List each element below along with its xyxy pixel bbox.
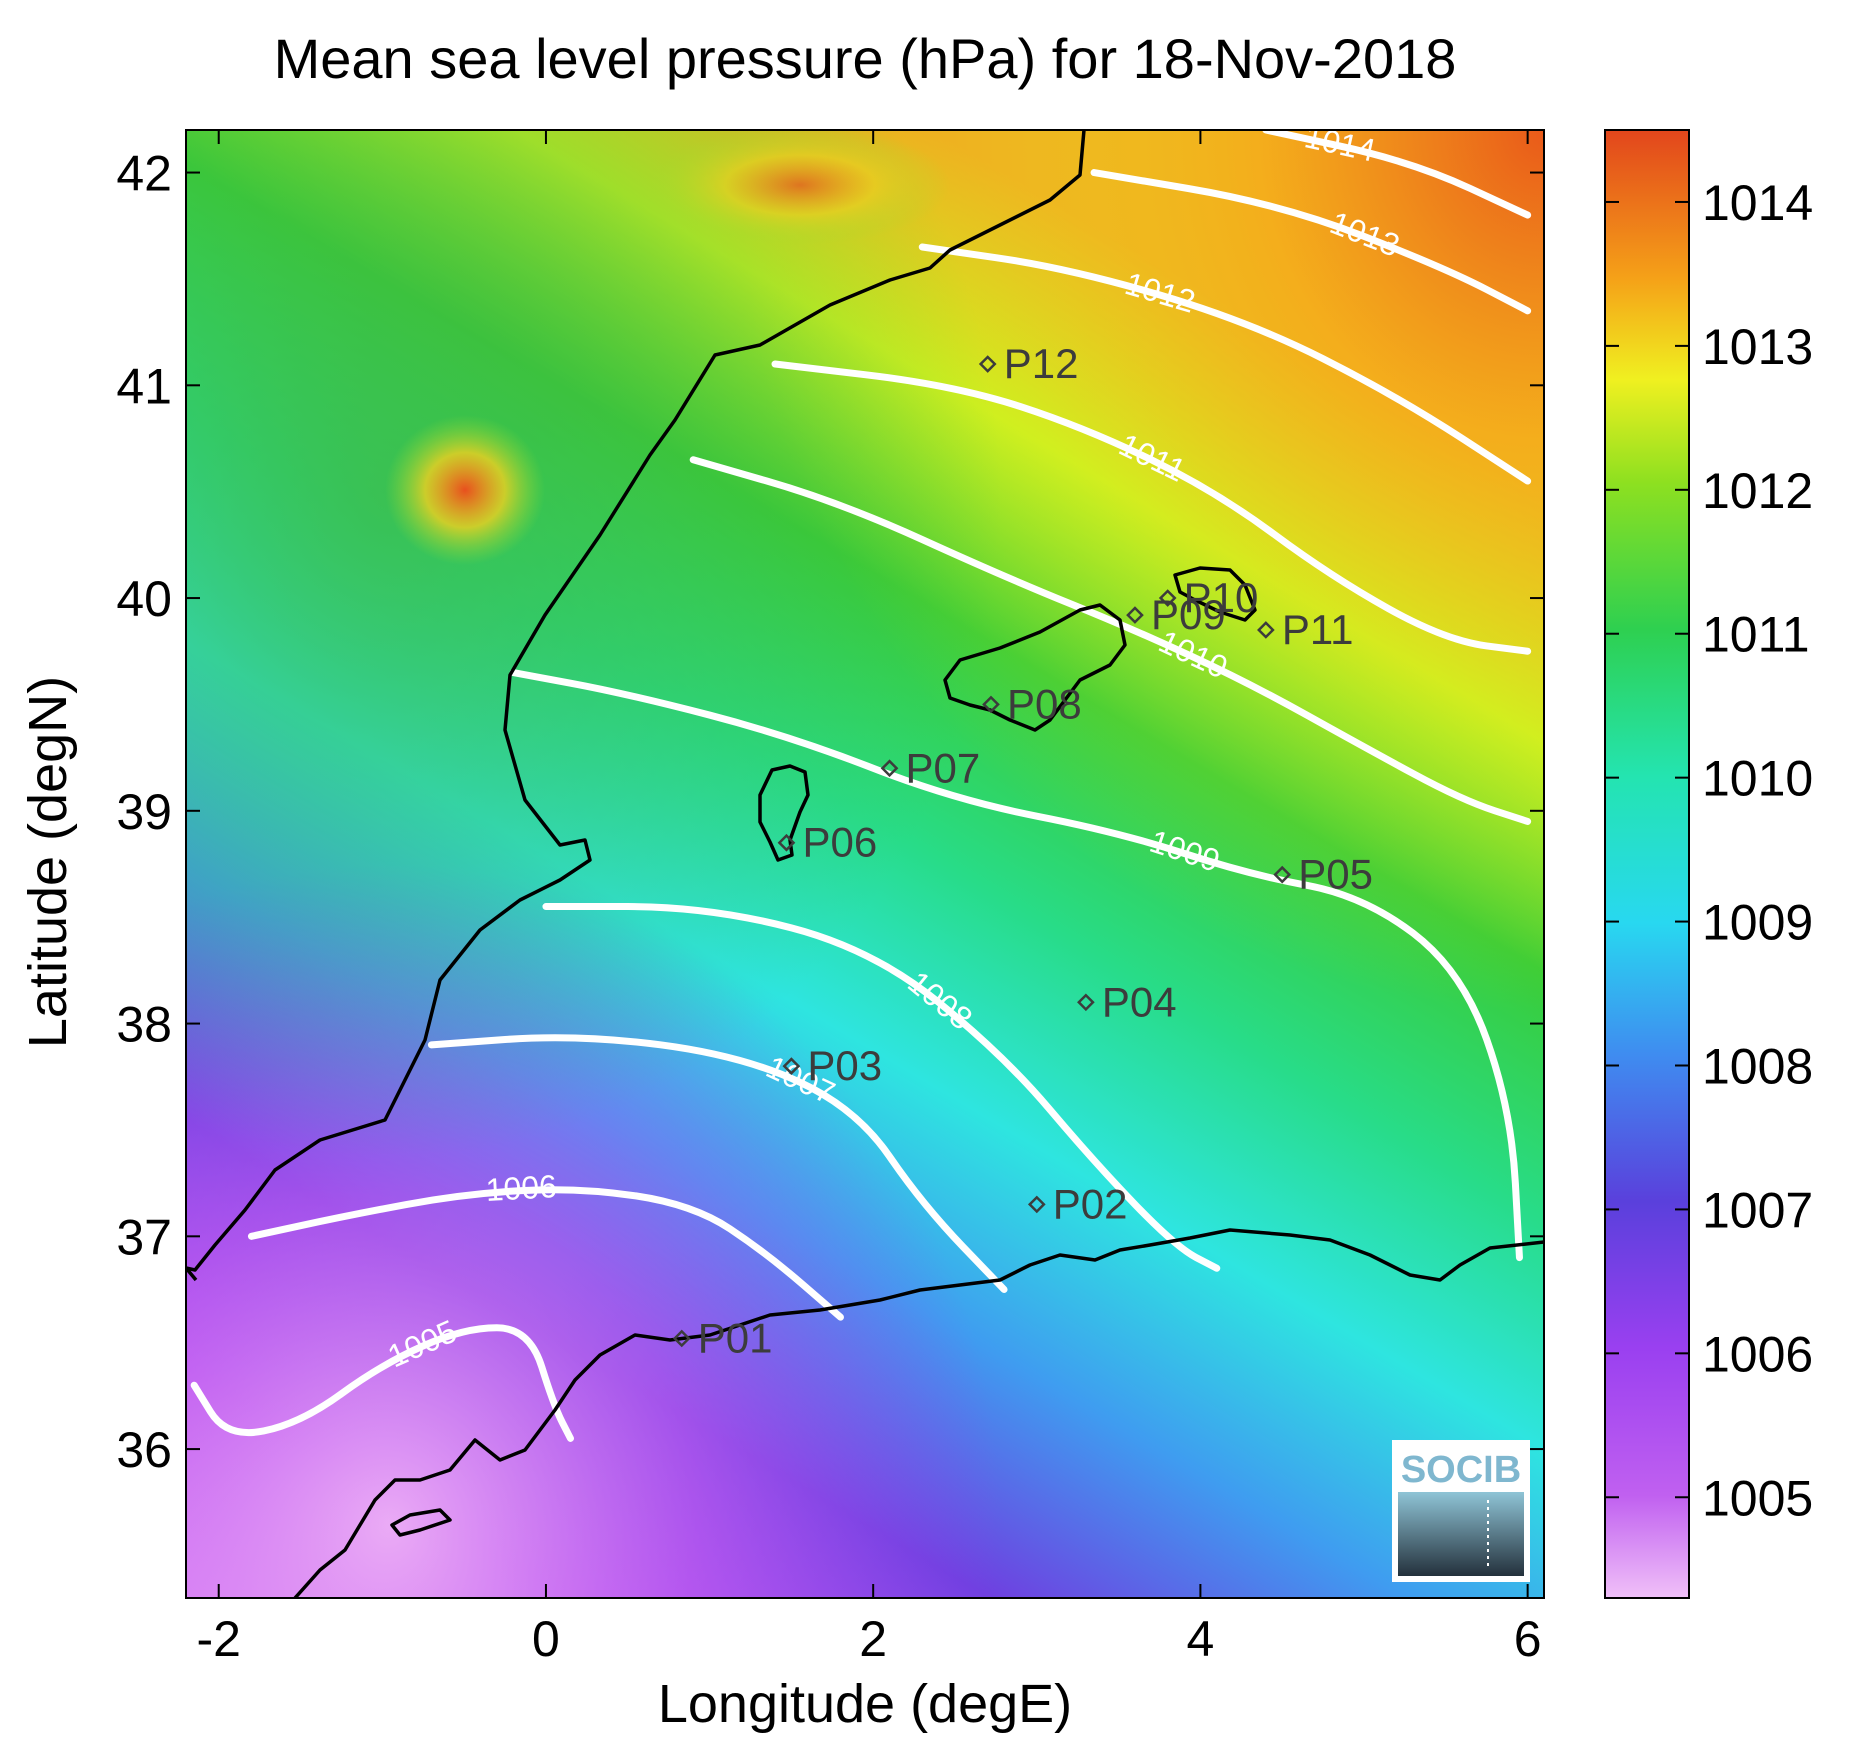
station-marker-P09 bbox=[1126, 606, 1144, 624]
station-marker-P02 bbox=[1027, 1195, 1046, 1214]
isobar-1006 bbox=[247, 1186, 844, 1321]
station-marker-P01 bbox=[672, 1329, 691, 1348]
colorbar-tick-label-1010: 1010 bbox=[1702, 751, 1813, 807]
x-tick-label--2: -2 bbox=[196, 1611, 240, 1667]
x-tick-label-4: 4 bbox=[1187, 1611, 1215, 1667]
station-marker-P03 bbox=[782, 1057, 801, 1075]
x-axis-label: Longitude (degE) bbox=[658, 1674, 1072, 1734]
socib-logo-text: SOCIB bbox=[1401, 1449, 1521, 1491]
station-label-P02: P02 bbox=[1053, 1180, 1128, 1227]
station-label-P08: P08 bbox=[1007, 680, 1082, 727]
station-label-P10: P10 bbox=[1184, 574, 1259, 621]
isobar-1010 bbox=[689, 456, 1532, 825]
coastline-north-africa bbox=[293, 1228, 1544, 1598]
y-axis-label: Latitude (degN) bbox=[18, 676, 78, 1048]
station-label-P06: P06 bbox=[802, 819, 877, 866]
y-tick-label-38: 38 bbox=[116, 997, 172, 1053]
island-ibiza bbox=[758, 764, 810, 862]
colorbar-tick-label-1009: 1009 bbox=[1702, 895, 1813, 951]
station-label-P04: P04 bbox=[1102, 978, 1177, 1025]
y-tick-label-41: 41 bbox=[116, 358, 172, 414]
isobar-1014 bbox=[1262, 130, 1532, 219]
station-marker-P04 bbox=[1077, 993, 1095, 1012]
colorbar-tick-label-1008: 1008 bbox=[1702, 1038, 1813, 1094]
y-tick-label-42: 42 bbox=[116, 146, 172, 202]
colorbar-tick-label-1006: 1006 bbox=[1702, 1326, 1813, 1382]
island-menorca bbox=[1173, 566, 1257, 622]
isobar-label-1006: 1006 bbox=[485, 1168, 558, 1208]
x-tick-label-2: 2 bbox=[859, 1611, 887, 1667]
coastline-iberia-tail bbox=[186, 1266, 198, 1282]
x-tick-label-0: 0 bbox=[532, 1611, 560, 1667]
colorbar-tick-label-1012: 1012 bbox=[1702, 463, 1813, 519]
colorbar: 1005 1006 1007 1008 1009 1010 1011 1012 1013 1014 bbox=[1604, 129, 1813, 1599]
socib-logo: SOCIB bbox=[1392, 1440, 1530, 1582]
map-area: 1005100610071008100910101011101210131014… bbox=[186, 130, 1544, 1598]
y-tick-label-37: 37 bbox=[116, 1209, 172, 1265]
station-marker-P11 bbox=[1257, 621, 1275, 639]
isobar-1013 bbox=[1090, 169, 1532, 315]
y-tick-label-39: 39 bbox=[116, 784, 172, 840]
x-tick-label-6: 6 bbox=[1514, 1611, 1542, 1667]
island-mallorca bbox=[943, 603, 1127, 732]
isobar-1009 bbox=[509, 669, 1523, 1262]
station-marker-P06 bbox=[777, 833, 796, 852]
station-marker-P10 bbox=[1158, 589, 1177, 607]
island-alboran bbox=[390, 1508, 452, 1537]
colorbar-tick-label-1011: 1011 bbox=[1702, 607, 1810, 663]
isobar-1011 bbox=[771, 360, 1532, 655]
station-label-P11: P11 bbox=[1282, 606, 1354, 653]
coastline-iberia bbox=[186, 130, 1086, 1272]
y-axis: 36 37 38 39 40 41 42 bbox=[116, 146, 1544, 1478]
y-tick-label-36: 36 bbox=[116, 1422, 172, 1478]
colorbar-tick-label-1005: 1005 bbox=[1702, 1470, 1813, 1526]
station-marker-P05 bbox=[1273, 865, 1292, 884]
colorbar-gradient bbox=[1604, 129, 1690, 1599]
inland-high-spot-north bbox=[650, 130, 950, 245]
inland-high-spot bbox=[385, 415, 545, 565]
coastline-layer bbox=[186, 130, 1544, 1598]
chart-title: Mean sea level pressure (hPa) for 18-Nov… bbox=[274, 27, 1457, 90]
station-label-P01: P01 bbox=[698, 1314, 773, 1361]
colorbar-tick-label-1013: 1013 bbox=[1702, 319, 1813, 375]
colorbar-tick-label-1007: 1007 bbox=[1702, 1182, 1813, 1238]
station-label-P05: P05 bbox=[1298, 851, 1373, 898]
y-tick-label-40: 40 bbox=[116, 571, 172, 627]
station-marker-P12 bbox=[978, 355, 997, 373]
x-axis: -2 0 2 4 6 bbox=[196, 130, 1542, 1667]
station-label-P12: P12 bbox=[1004, 340, 1079, 387]
isobar-1008 bbox=[542, 903, 1221, 1272]
isobar-1007 bbox=[427, 1034, 1008, 1294]
station-label-P03: P03 bbox=[807, 1042, 882, 1089]
station-label-P09: P09 bbox=[1151, 591, 1226, 638]
station-label-P07: P07 bbox=[906, 744, 981, 791]
station-marker-P07 bbox=[880, 759, 899, 778]
map-frame bbox=[185, 129, 1545, 1599]
station-marker-P08 bbox=[982, 695, 1000, 714]
isobar-1012 bbox=[918, 243, 1532, 485]
isobar-1005 bbox=[190, 1324, 574, 1442]
colorbar-tick-label-1014: 1014 bbox=[1702, 175, 1813, 231]
colorbar-ticks: 1005 1006 1007 1008 1009 1010 1011 1012 1013 1014 bbox=[1605, 175, 1813, 1526]
